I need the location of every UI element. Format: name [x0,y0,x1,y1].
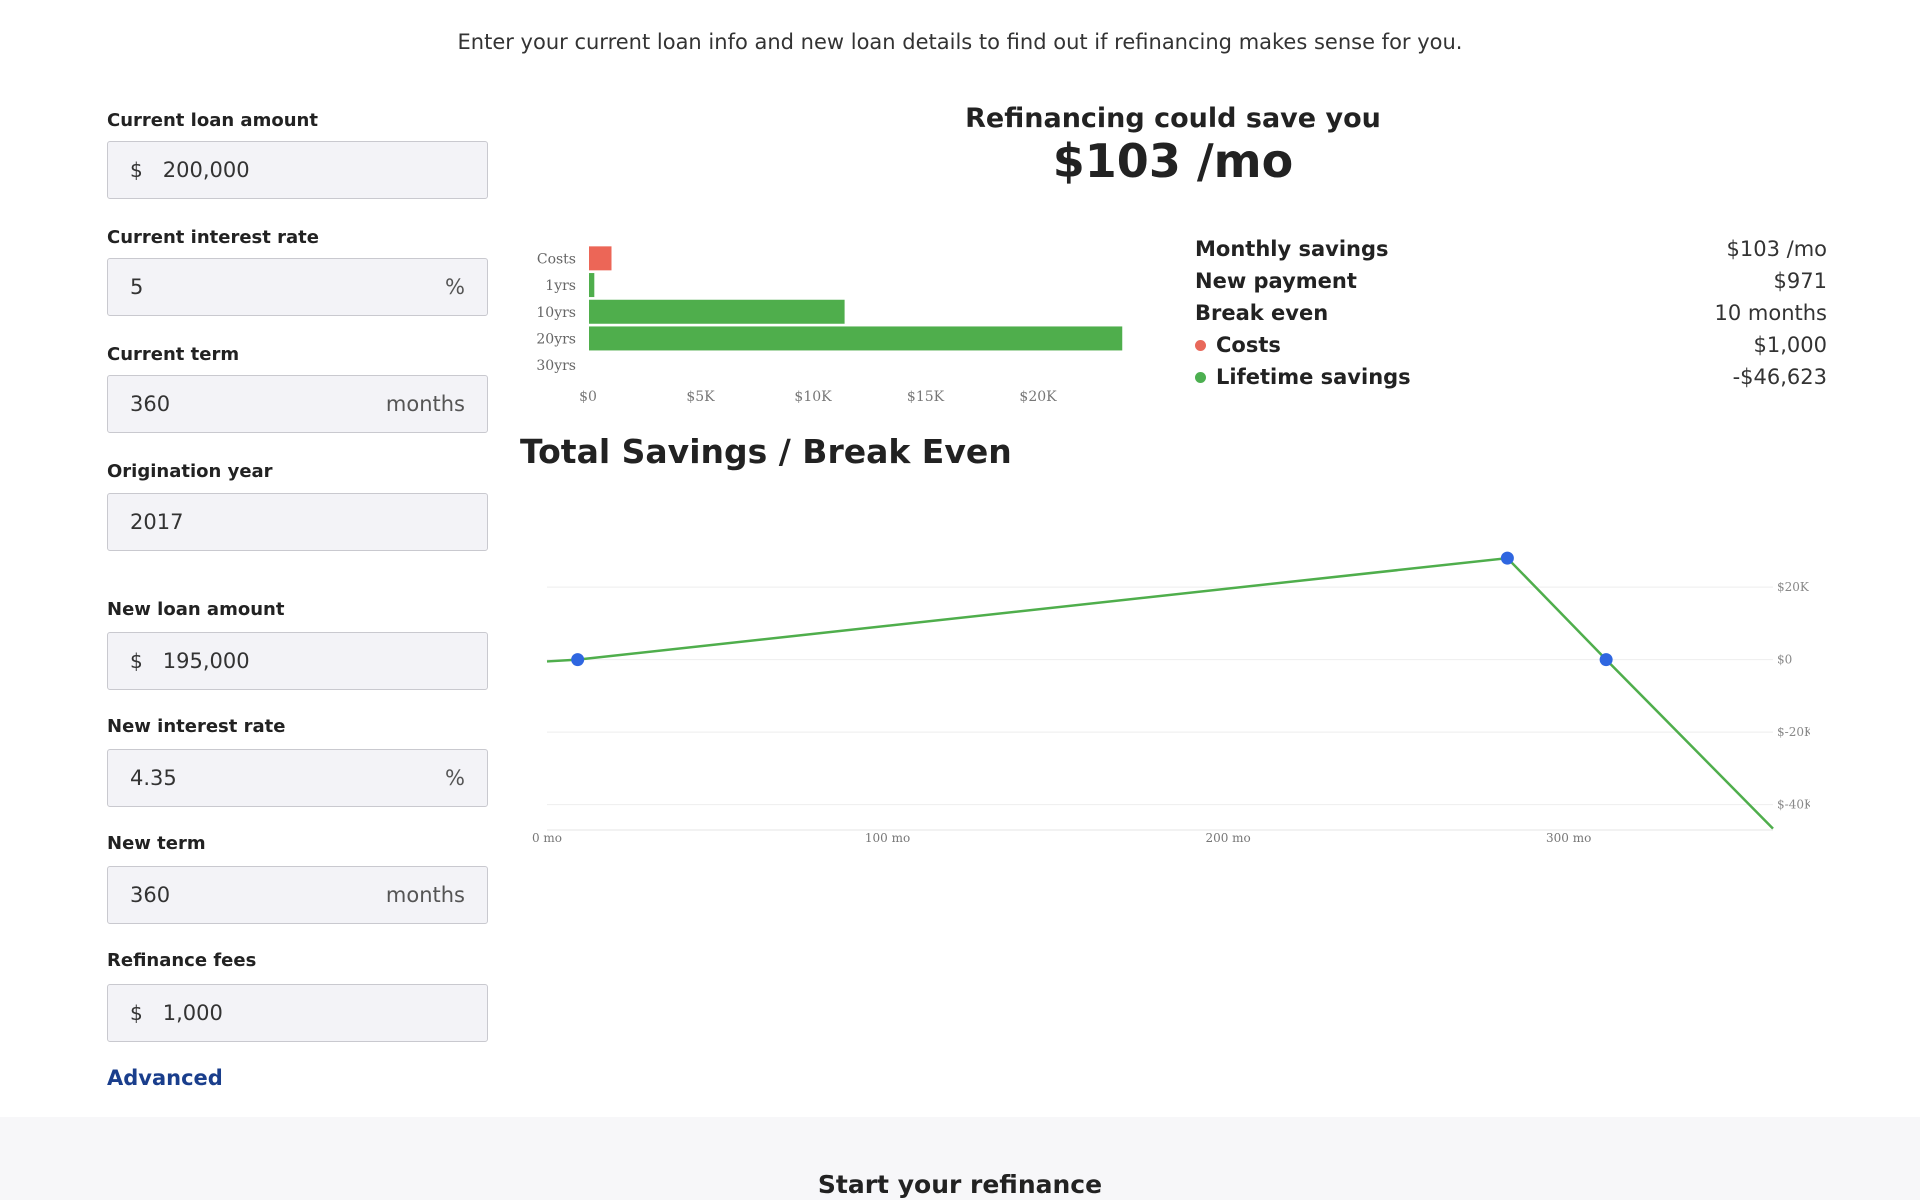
headline-label: Refinancing could save you [965,103,1381,134]
y-tick-label: $20K [1777,580,1810,594]
current-interest-rate-value[interactable]: 5 [130,275,144,299]
refinance-fees-value[interactable]: 1,000 [162,1001,223,1025]
bar-x-tick-label: $20K [1019,389,1057,405]
months-suffix: months [385,883,465,907]
dollar-prefix: $ [130,1001,143,1025]
summary-row-lifetime-savings: Lifetime savings -$46,623 [1195,361,1827,393]
new-term-value[interactable]: 360 [130,883,171,907]
y-tick-label: $0 [1777,653,1792,667]
bar-category-label: 30yrs [536,358,576,374]
summary-row-monthly-savings: Monthly savings $103 /mo [1195,233,1827,265]
new-loan-amount-input[interactable]: $ 195,000 [107,632,488,690]
footer-title: Start your refinance [817,1170,1103,1199]
new-term-label: New term [107,833,206,854]
bar-category-label: 10yrs [536,305,576,321]
bar-x-tick-label: $10K [794,389,832,405]
line-marker [571,653,585,667]
line-marker [1500,551,1514,565]
summary-value: $971 [1773,269,1827,293]
current-loan-amount-value[interactable]: 200,000 [162,158,250,182]
summary-row-new-payment: New payment $971 [1195,265,1827,297]
savings-line [546,556,1774,830]
bar-10yrs [589,299,845,324]
headline-amount: $103 /mo [1052,134,1294,188]
bar-1yrs [589,273,595,298]
summary-label: Monthly savings [1195,237,1389,261]
x-tick-label: 200 mo [1205,831,1250,845]
y-tick-label: $-20K [1777,725,1810,739]
origination-year-input[interactable]: 2017 [107,493,488,551]
bar-20yrs [589,326,1123,351]
refinance-fees-input[interactable]: $ 1,000 [107,984,488,1042]
origination-year-value[interactable]: 2017 [130,510,184,534]
bar-x-tick-label: $5K [686,389,715,405]
intro-text: Enter your current loan info and new loa… [457,30,1463,54]
percent-suffix: % [445,275,465,299]
current-term-value[interactable]: 360 [130,392,171,416]
summary-value: $1,000 [1753,333,1827,357]
months-suffix: months [385,392,465,416]
current-term-label: Current term [107,344,240,365]
summary-value: $103 /mo [1726,237,1828,261]
new-loan-amount-label: New loan amount [107,599,285,620]
percent-suffix: % [445,766,465,790]
section-title: Total Savings / Break Even [520,432,1012,471]
bar-x-tick-label: $15K [907,389,945,405]
footer-band [0,1117,1920,1200]
advanced-link[interactable]: Advanced [107,1066,223,1090]
x-tick-label: 0 mo [532,831,562,845]
line-marker [1599,653,1613,667]
origination-year-label: Origination year [107,461,273,482]
savings-bar-chart: Costs 1yrs 10yrs 20yrs 30yrs$0 $5K $10K $15K $20… [536,246,1123,405]
summary-row-break-even: Break even 10 months [1195,297,1827,329]
bar-category-label: 1yrs [545,278,576,294]
summary-label: Break even [1195,301,1329,325]
dollar-prefix: $ [130,649,143,673]
current-loan-amount-input[interactable]: $ 200,000 [107,141,488,199]
new-loan-amount-value[interactable]: 195,000 [162,649,250,673]
costs-legend-dot [1195,339,1206,351]
new-term-input[interactable]: 360 months [107,866,488,924]
new-interest-rate-label: New interest rate [107,716,286,737]
refinance-fees-label: Refinance fees [107,950,257,971]
current-interest-rate-label: Current interest rate [107,227,319,248]
summary-label: Costs [1216,333,1281,357]
bar-category-label: 20yrs [536,331,576,347]
bar-x-tick-label: $0 [579,389,597,405]
new-interest-rate-input[interactable]: 4.35 % [107,749,488,807]
savings-legend-dot [1195,371,1206,383]
x-tick-label: 100 mo [865,831,910,845]
break-even-line-chart: $20K $0 $-20K $-40K 0 mo 100 mo 200 mo 300 mo [532,551,1810,845]
summary-value: 10 months [1714,301,1828,325]
current-term-input[interactable]: 360 months [107,375,488,433]
bar-Costs [589,246,612,271]
new-interest-rate-value[interactable]: 4.35 [130,766,177,790]
bar-category-label: Costs [537,251,576,267]
summary-label: New payment [1195,269,1357,293]
summary-value: -$46,623 [1732,365,1827,389]
summary-row-costs: Costs $1,000 [1195,329,1827,361]
summary-label: Lifetime savings [1216,365,1411,389]
current-interest-rate-input[interactable]: 5 % [107,258,488,316]
current-loan-amount-label: Current loan amount [107,110,318,131]
y-tick-label: $-40K [1777,798,1810,812]
x-tick-label: 300 mo [1546,831,1591,845]
dollar-prefix: $ [130,158,143,182]
